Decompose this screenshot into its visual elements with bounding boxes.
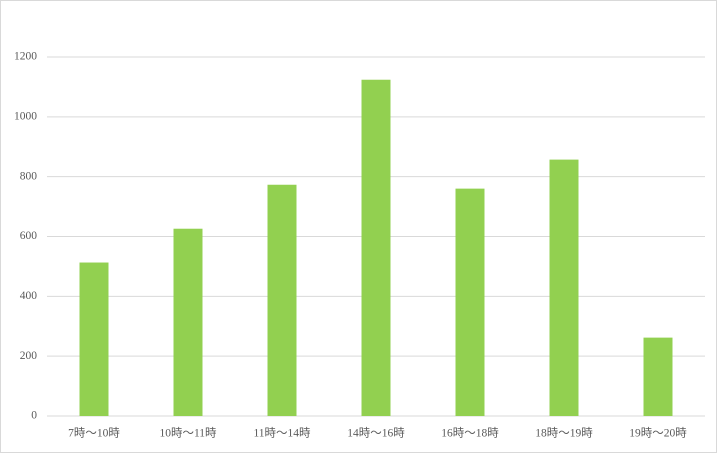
bar	[643, 337, 673, 416]
bar	[267, 184, 297, 416]
y-tick-label: 600	[20, 230, 38, 242]
y-tick-label: 0	[31, 410, 37, 422]
y-tick-label: 400	[20, 290, 38, 302]
bar	[79, 262, 109, 416]
x-tick-label: 16時～18時	[441, 427, 499, 440]
x-tick-label: 7時～10時	[68, 427, 120, 440]
bar	[549, 159, 579, 416]
y-tick-label: 1000	[14, 110, 37, 122]
x-tick-label: 11時～14時	[253, 427, 311, 440]
bar	[361, 79, 391, 416]
y-tick-label: 1200	[14, 51, 37, 63]
x-tick-label: 19時～20時	[629, 427, 687, 440]
bar	[173, 228, 203, 416]
bar	[455, 188, 485, 416]
y-tick-label: 800	[20, 170, 38, 182]
x-tick-label: 10時～11時	[159, 427, 217, 440]
x-tick-label: 18時～19時	[535, 427, 593, 440]
x-tick-label: 14時～16時	[347, 427, 405, 440]
y-tick-label: 200	[20, 350, 38, 362]
